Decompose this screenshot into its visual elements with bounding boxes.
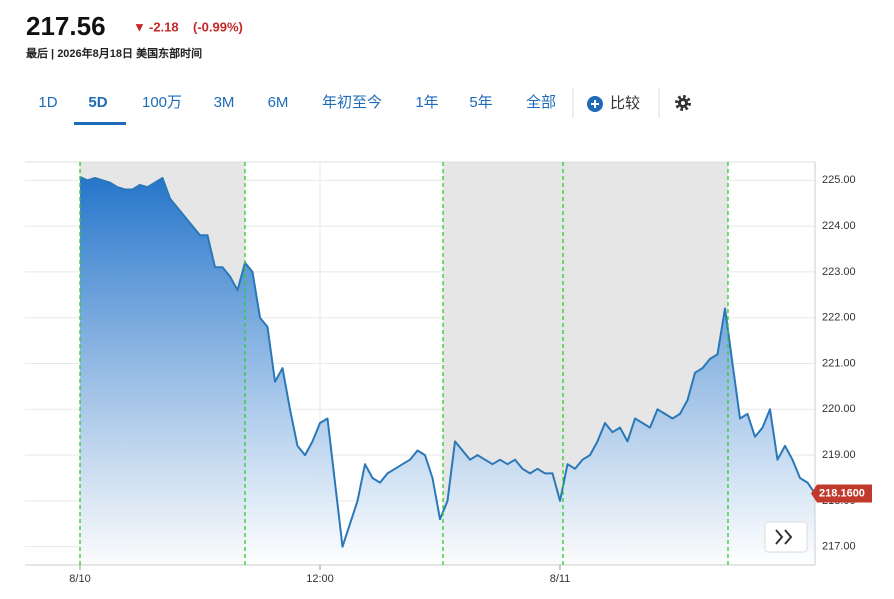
gear-teeth [675,95,691,111]
x-tick-label: 8/10 [69,573,90,585]
line [79,176,816,548]
y-tick-label: 222.00 [822,312,856,324]
tab[interactable]: 5年 [469,94,492,111]
y-tick-label: 224.00 [822,220,856,232]
y-tick-label: 225.00 [822,174,856,186]
change: -2.18 [149,19,179,34]
tab[interactable]: 3M [214,94,235,111]
compare-button[interactable]: 比较 [587,94,640,112]
active-underline [74,122,126,125]
change-pct: (-0.99%) [193,19,243,34]
gear-hole [681,101,685,105]
tab[interactable]: 1年 [415,94,438,111]
scroll-button[interactable] [764,521,808,553]
price: 217.56 [26,11,106,41]
scroll-box [764,521,808,553]
compare-label: 比较 [610,94,640,112]
x-tick-label: 8/11 [550,573,571,585]
settings-button[interactable] [675,95,691,111]
area [80,177,815,565]
plot [25,162,816,565]
y-tick-label: 223.00 [822,266,856,278]
subtitle: 最后 | 2026年8月18日 美国东部时间 [26,46,202,60]
last-value-label: 218.1600 [819,487,865,499]
tab[interactable]: 全部 [526,93,556,111]
tab[interactable]: 1D [38,94,57,111]
down-arrow: ▼ [133,19,146,34]
tab[interactable]: 6M [268,94,289,111]
y-tick-label: 219.00 [822,449,856,461]
chevrons [775,529,793,545]
y-tick-label: 217.00 [822,541,856,553]
y-tick-label: 220.00 [822,403,856,415]
y-tick-label: 221.00 [822,357,856,369]
tab[interactable]: 年初至今 [322,94,382,111]
plus [591,100,599,108]
x-tick-label: 12:00 [306,573,334,585]
tab[interactable]: 5D [88,94,107,111]
tab[interactable]: 100万 [142,94,182,111]
last-value-tag [811,484,872,503]
